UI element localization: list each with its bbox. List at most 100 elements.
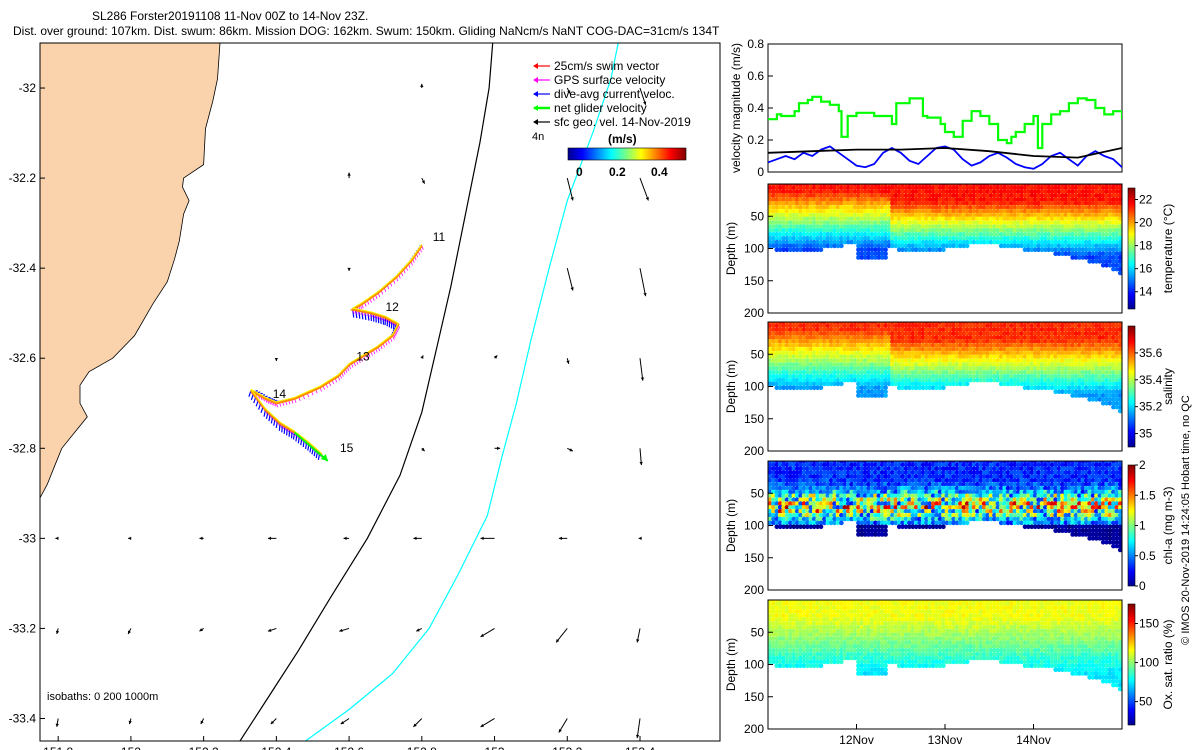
section-sample	[1117, 212, 1122, 218]
section-sample	[873, 235, 878, 241]
section-sample	[1009, 197, 1014, 202]
section-sample	[801, 189, 807, 194]
section-sample	[1073, 247, 1079, 253]
section-sample	[1039, 346, 1045, 352]
section-sample	[866, 247, 871, 253]
section-sample	[1114, 204, 1120, 210]
section-sample	[835, 512, 841, 518]
section-sample	[886, 373, 892, 379]
section-sample	[822, 501, 827, 506]
section-sample	[1049, 377, 1055, 383]
section-sample	[971, 201, 977, 206]
section-sample	[886, 346, 892, 352]
section-sample	[832, 224, 837, 229]
section-sample	[924, 247, 929, 253]
section-sample	[920, 385, 926, 391]
section-sample	[1002, 239, 1007, 245]
section-sample	[815, 184, 820, 187]
section-sample	[859, 322, 865, 325]
section-sample	[768, 201, 773, 206]
section-sample	[1083, 189, 1089, 194]
section-sample	[951, 346, 956, 352]
section-sample	[1066, 243, 1072, 249]
section-ytick-label: 200	[744, 444, 764, 458]
section-sample	[791, 212, 797, 218]
section-sample	[1026, 220, 1031, 225]
section-sample	[805, 485, 810, 491]
section-sample	[981, 362, 987, 367]
section-sample	[1026, 354, 1031, 360]
section-sample	[1039, 201, 1045, 206]
section-sample	[866, 393, 871, 398]
section-sample	[896, 185, 902, 191]
section-sample	[815, 373, 820, 379]
section-sample	[818, 243, 824, 249]
section-sample	[1015, 220, 1021, 225]
section-sample	[876, 228, 882, 233]
section-sample	[1009, 322, 1014, 325]
section-sample	[876, 466, 882, 472]
section-sample	[876, 224, 882, 229]
section-sample	[866, 478, 871, 483]
section-sample	[927, 327, 933, 333]
section-sample	[941, 232, 946, 237]
section-sample	[845, 331, 851, 336]
section-sample	[798, 489, 803, 495]
section-sample	[798, 377, 803, 383]
section-sample	[1070, 381, 1075, 387]
section-sample	[1063, 247, 1069, 253]
section-sample	[1117, 404, 1122, 410]
section-sample	[825, 354, 831, 360]
section-sample	[893, 208, 899, 214]
section-sample	[910, 212, 916, 218]
section-sample	[998, 346, 1004, 352]
section-sample	[859, 243, 865, 249]
section-sample	[828, 509, 834, 514]
section-sample	[777, 247, 783, 253]
section-sample	[777, 235, 783, 241]
section-sample	[1036, 354, 1041, 360]
section-sample	[1107, 377, 1113, 383]
section-sample	[998, 232, 1004, 237]
section-sample	[1043, 208, 1048, 214]
section-sample	[1100, 373, 1106, 379]
section-sample	[890, 239, 895, 245]
section-sample	[900, 370, 905, 375]
section-sample	[930, 323, 936, 329]
section-sample	[975, 185, 980, 191]
section-sample	[777, 339, 783, 344]
section-sample	[859, 212, 865, 218]
section-sample	[1073, 204, 1079, 210]
section-sample	[811, 520, 817, 526]
section-sample	[1032, 239, 1038, 245]
section-sample	[968, 204, 973, 210]
section-sample	[1049, 208, 1055, 214]
section-sample	[811, 339, 817, 344]
section-sample	[869, 497, 875, 503]
section-sample	[1114, 208, 1120, 214]
section-sample	[1080, 370, 1086, 375]
section-sample	[1043, 358, 1048, 364]
section-sample	[1063, 377, 1069, 383]
section-sample	[879, 350, 885, 356]
section-sample	[1114, 401, 1120, 406]
section-sample	[869, 381, 875, 387]
section-sample	[842, 201, 848, 206]
section-sample	[910, 247, 916, 253]
section-sample	[1107, 216, 1113, 222]
section-sample	[879, 528, 885, 533]
section-sample	[873, 505, 878, 510]
section-sample	[1111, 354, 1116, 360]
section-sample	[947, 212, 953, 218]
section-sample	[805, 516, 810, 522]
section-sample	[822, 228, 827, 233]
section-sample	[1012, 366, 1018, 371]
section-sample	[1049, 362, 1055, 367]
section-sample	[978, 377, 984, 383]
section-sample	[924, 220, 929, 225]
section-sample	[1029, 197, 1035, 202]
section-sample	[832, 201, 837, 206]
section-sample	[866, 493, 871, 499]
section-sample	[1073, 255, 1079, 260]
section-sample	[927, 189, 933, 194]
